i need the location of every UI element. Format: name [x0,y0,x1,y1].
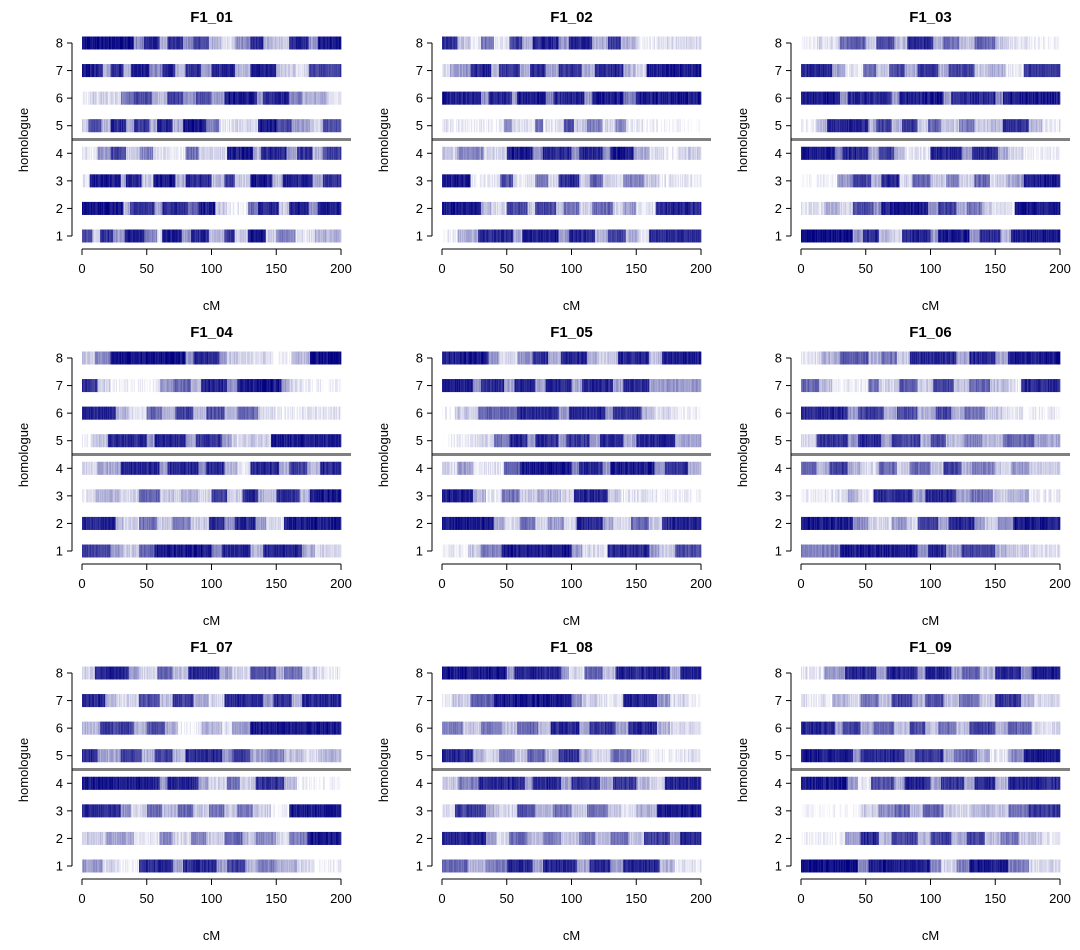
x-tick-label: 150 [265,261,287,276]
homologue-row-1 [442,230,701,243]
homologue-row-3 [82,174,341,187]
homologue-row-2 [442,202,701,215]
x-tick-label: 50 [140,261,154,276]
y-axis-label: homologue [16,108,31,172]
y-tick-label: 8 [56,36,63,51]
y-tick-label: 1 [56,229,63,244]
probability-strip [700,174,701,187]
homologue-row-5 [82,119,341,132]
x-tick-label: 200 [330,261,352,276]
homologue-row-6 [82,92,341,105]
probability-strip [700,64,701,77]
panel-f1-01: F1_01 1 2 3 4 5 6 7 8 homologue 0 50 100 150 200 cM [16,9,352,313]
probability-strip [700,230,701,243]
panel-title: F1_02 [550,9,593,26]
y-tick-label: 4 [56,146,63,161]
x-tick-label: 0 [78,261,85,276]
homologue-row-5 [442,119,701,132]
homologue-row-7 [442,64,701,77]
y-tick-label: 3 [56,173,63,188]
homologue-row-4 [442,147,701,160]
probability-strip [340,202,341,215]
probability-strip [340,37,341,50]
probability-strip [340,119,341,132]
homologue-row-2 [82,202,341,215]
probability-strip [340,147,341,160]
probability-strip [340,174,341,187]
homologue-row-7 [82,64,341,77]
y-tick-label: 2 [56,201,63,216]
probability-strip [700,147,701,160]
y-tick-label: 5 [56,118,63,133]
probability-strip [700,119,701,132]
x-axis-label: cM [203,298,220,313]
y-tick-label: 6 [56,91,63,106]
homologue-row-8 [82,37,341,50]
probability-strip [700,202,701,215]
probability-strip [700,92,701,105]
probability-strip [340,92,341,105]
homologue-row-8 [442,37,701,50]
probability-strip [340,230,341,243]
panel-title: F1_01 [190,9,233,26]
probability-strip [340,64,341,77]
homologue-row-3 [442,174,701,187]
homologue-row-1 [82,230,341,243]
y-tick-label: 7 [56,63,63,78]
x-tick-label: 100 [201,261,223,276]
homologue-row-6 [442,92,701,105]
homologue-row-4 [82,147,341,160]
